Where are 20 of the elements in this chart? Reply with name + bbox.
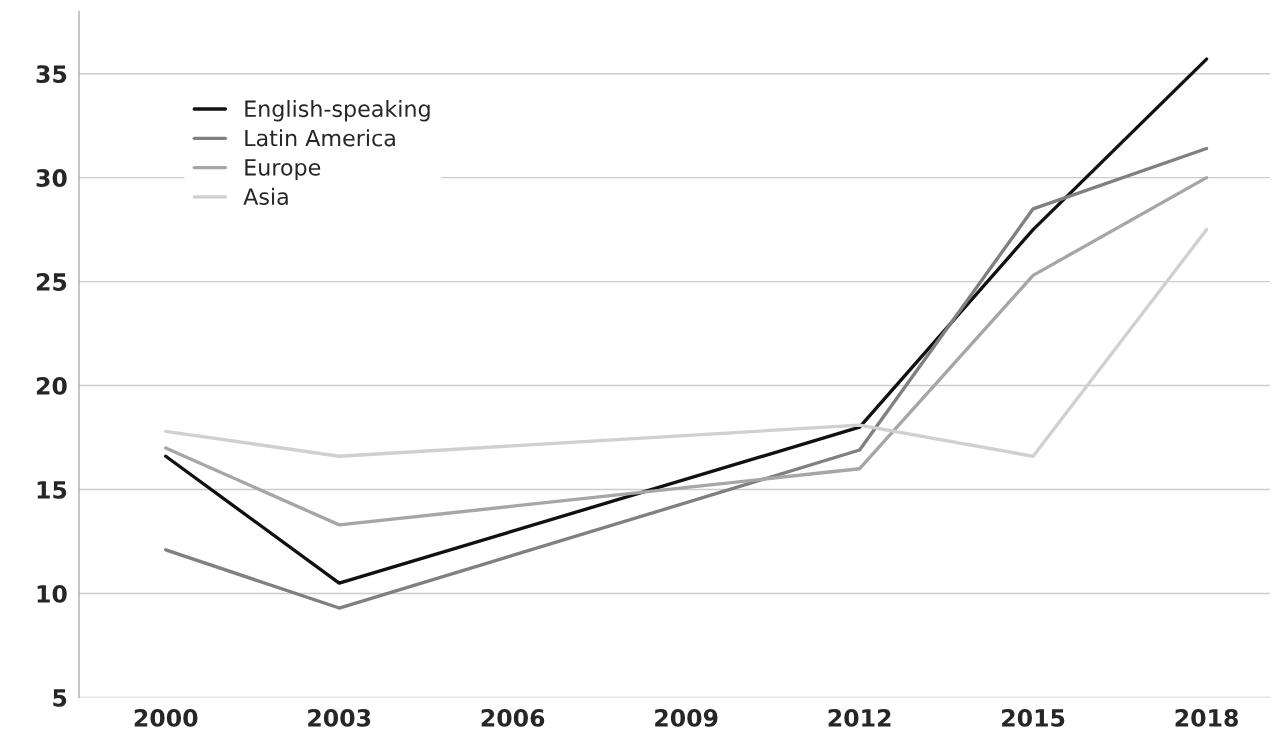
legend-label: Europe [245, 159, 321, 180]
x-tick-label: 2009 [655, 708, 718, 727]
x-tick-label: 2018 [1175, 708, 1238, 727]
x-tick-label: 2006 [481, 708, 545, 727]
x-tick-label: 2003 [308, 708, 371, 727]
legend-label: Asia [243, 187, 288, 205]
x-tick-label: 2000 [134, 708, 198, 727]
legend-label: Latin America [245, 129, 395, 147]
line-series [164, 146, 1209, 610]
y-tick-label: 15 [37, 481, 67, 499]
legend-label: English-speaking [245, 99, 430, 122]
y-tick-label: 20 [36, 377, 67, 395]
y-tick-label: 25 [36, 273, 67, 291]
y-tick-label: 35 [36, 65, 67, 83]
y-tick-label: 5 [53, 689, 67, 707]
y-tick-label: 30 [36, 169, 67, 187]
x-tick-label: 2015 [1002, 708, 1065, 727]
x-tick-label: 2012 [828, 708, 891, 727]
line-series [164, 57, 1209, 585]
y-tick-label: 10 [37, 584, 67, 603]
